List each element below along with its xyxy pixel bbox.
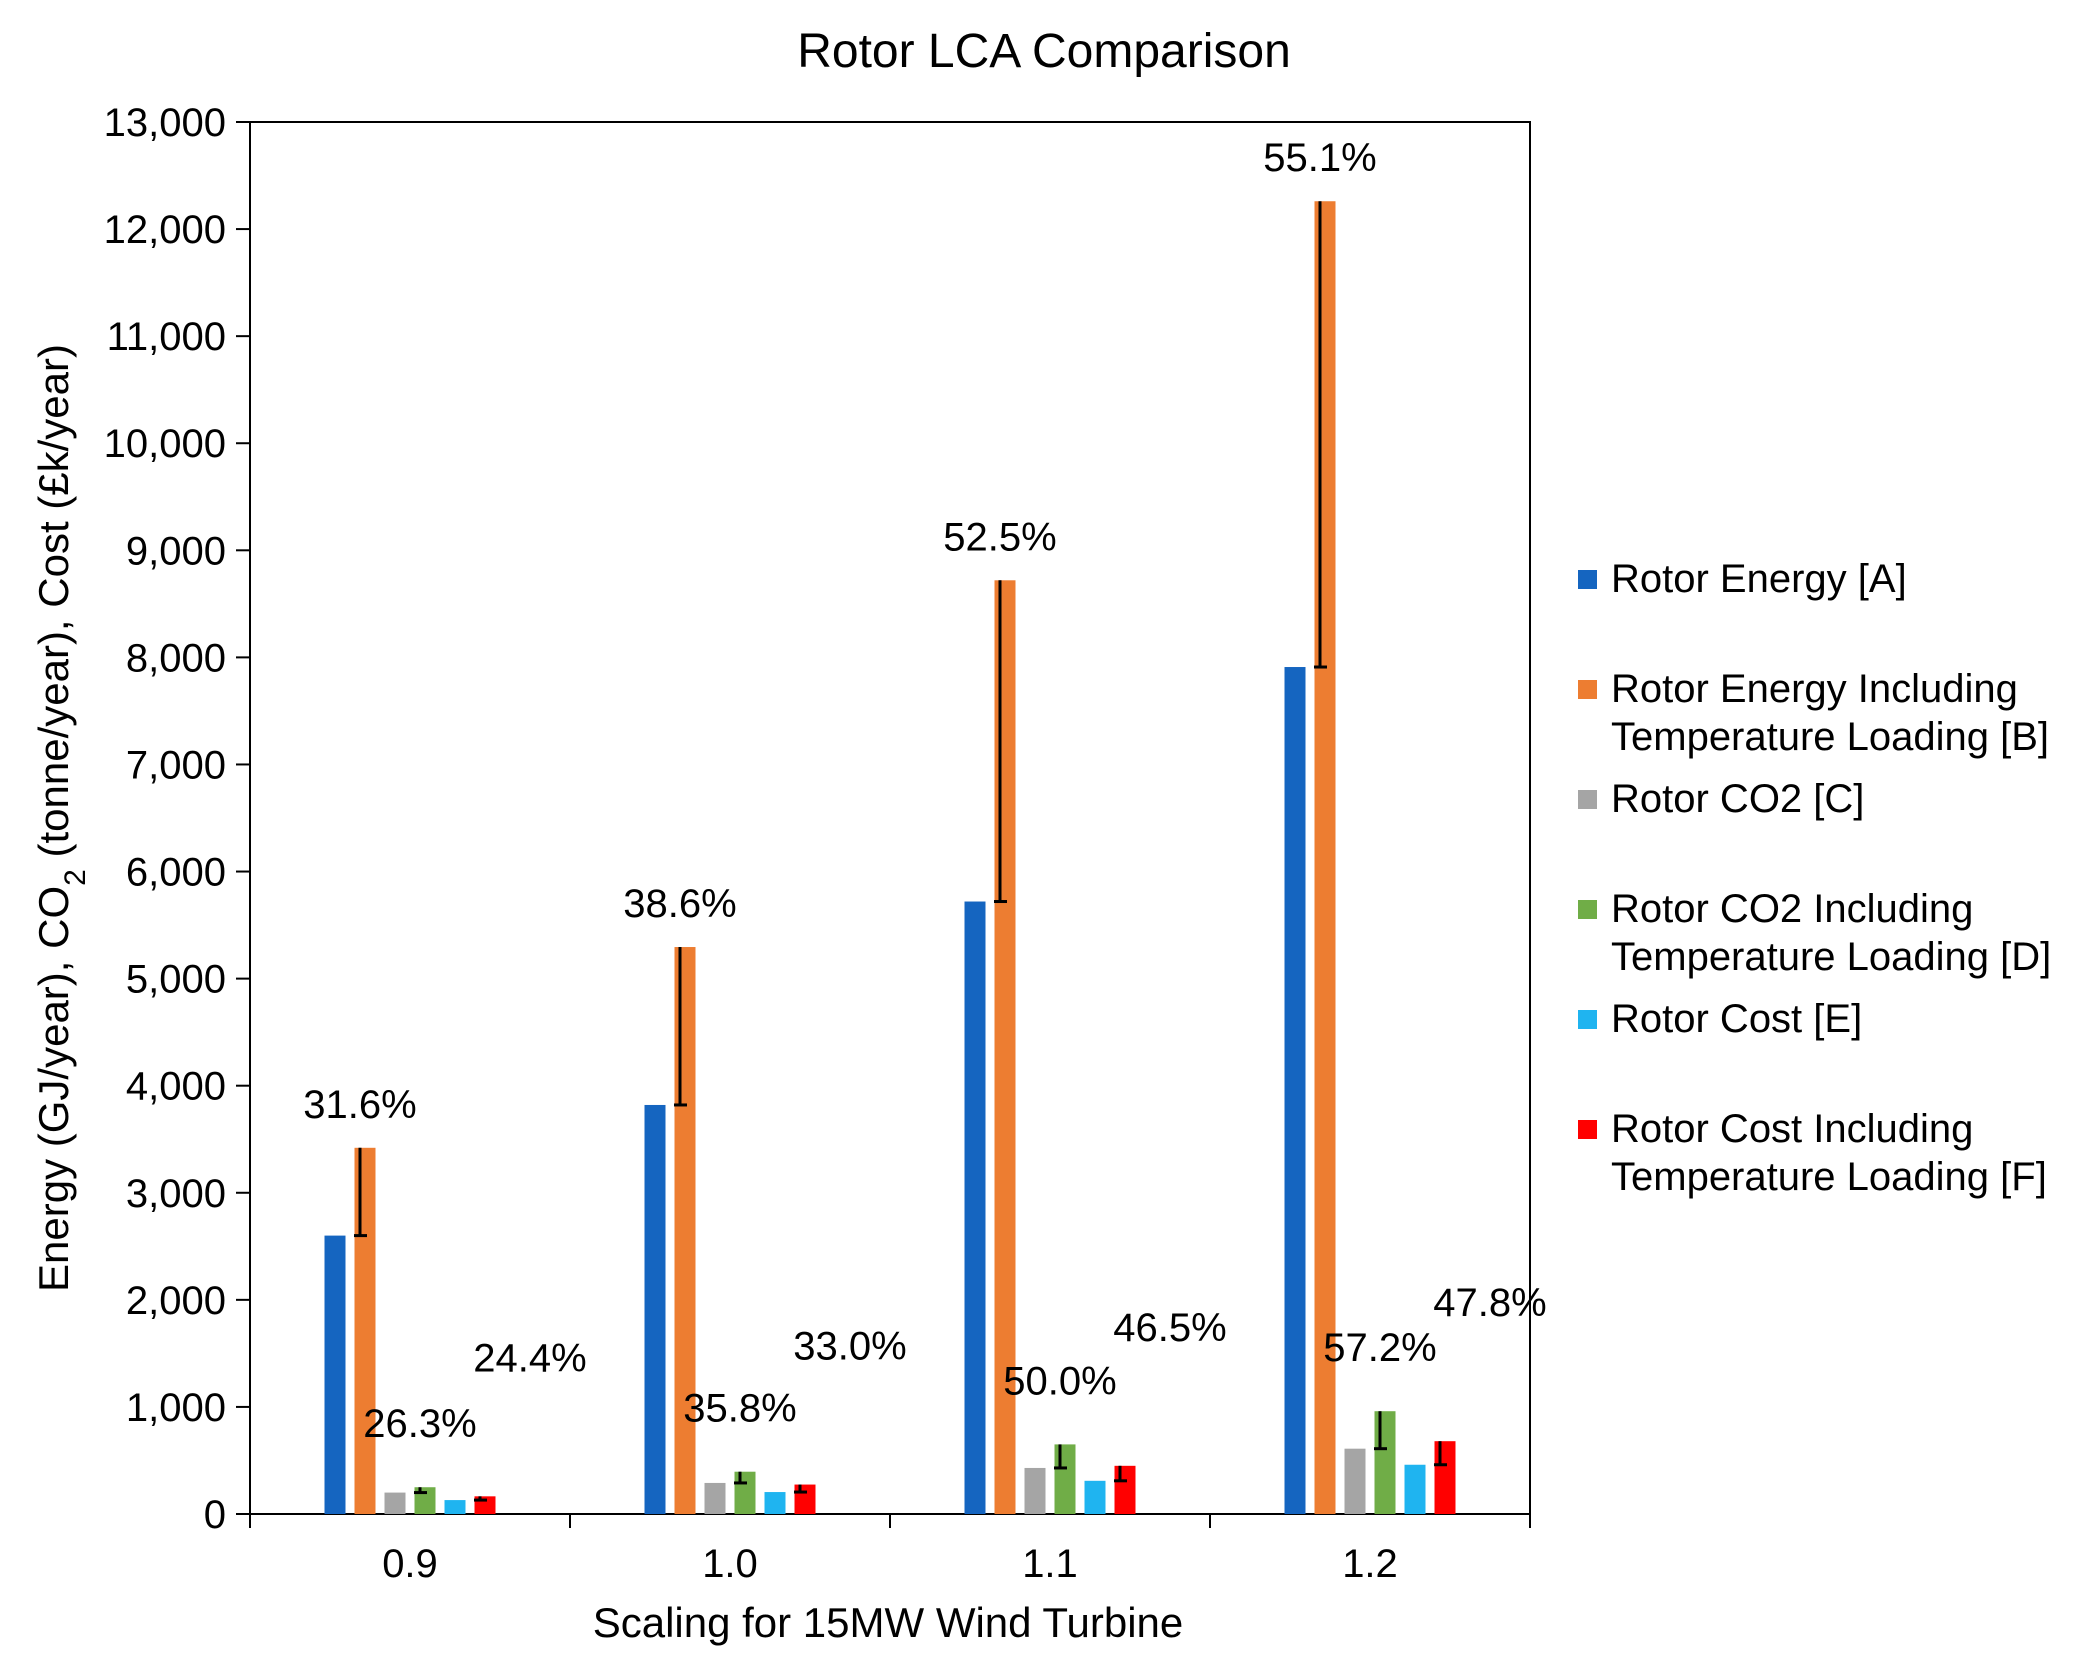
legend-label-rotor-co2-c: Rotor CO2 [C] bbox=[1611, 777, 1864, 821]
annotations: 31.6% 26.3% 24.4% 38.6% 35.8% 33.0% 52.5% 50.0%… bbox=[303, 136, 1547, 1502]
y-axis-title: Energy (GJ/year), CO2 (tonne/year), Cost… bbox=[30, 344, 92, 1292]
percent-label-cost-1.2: 47.8% bbox=[1433, 1281, 1546, 1325]
y-axis-title-subscript: 2 bbox=[59, 869, 92, 886]
bar-rotor-energy-a-1.2 bbox=[1284, 667, 1306, 1514]
y-tick-label: 2,000 bbox=[126, 1279, 226, 1323]
x-tick-label: 1.0 bbox=[702, 1542, 758, 1586]
percent-label-energy-1.0: 38.6% bbox=[623, 882, 736, 926]
y-axis-title-part-1: Energy (GJ/year), CO bbox=[30, 886, 77, 1292]
percent-label-cost-1.0: 33.0% bbox=[793, 1325, 906, 1369]
bar-rotor-cost-e-0.9 bbox=[444, 1500, 466, 1514]
legend-label-rotor-cost-including-temperature-loading-f: Temperature Loading [F] bbox=[1611, 1155, 2047, 1199]
x-axis-title: Scaling for 15MW Wind Turbine bbox=[593, 1599, 1184, 1646]
y-tick-label: 9,000 bbox=[126, 529, 226, 573]
percent-label-cost-0.9: 24.4% bbox=[473, 1336, 586, 1380]
y-tick-label: 11,000 bbox=[107, 315, 226, 359]
y-tick-label: 5,000 bbox=[126, 958, 226, 1002]
y-tick-label: 7,000 bbox=[126, 743, 226, 787]
y-tick-label: 3,000 bbox=[126, 1172, 226, 1216]
bar-rotor-cost-e-1.0 bbox=[764, 1492, 786, 1514]
bar-rotor-co2-including-temperature-loading-d-1.0 bbox=[734, 1471, 756, 1514]
legend-label-rotor-cost-including-temperature-loading-f: Rotor Cost Including bbox=[1611, 1107, 1973, 1151]
bar-rotor-co2-including-temperature-loading-d-1.1 bbox=[1054, 1444, 1076, 1514]
bar-rotor-energy-a-0.9 bbox=[324, 1235, 346, 1514]
legend-label-rotor-cost-e: Rotor Cost [E] bbox=[1611, 997, 1862, 1041]
percent-label-energy-1.2: 55.1% bbox=[1263, 136, 1376, 180]
legend-label-rotor-co2-including-temperature-loading-d: Temperature Loading [D] bbox=[1611, 935, 2051, 979]
x-tick-label: 1.2 bbox=[1342, 1542, 1398, 1586]
legend-swatch-rotor-co2-c bbox=[1578, 790, 1597, 809]
legend-label-rotor-co2-including-temperature-loading-d: Rotor CO2 Including bbox=[1611, 887, 1973, 931]
bar-rotor-energy-a-1.0 bbox=[644, 1104, 666, 1514]
y-tick-label: 8,000 bbox=[126, 636, 226, 680]
bar-rotor-co2-c-1.2 bbox=[1344, 1448, 1366, 1514]
bar-rotor-co2-c-1.0 bbox=[704, 1482, 726, 1514]
percent-label-cost-1.1: 46.5% bbox=[1113, 1306, 1226, 1350]
y-axis-title-part-2: (tonne/year), Cost (£k/year) bbox=[30, 344, 77, 869]
bar-rotor-cost-e-1.2 bbox=[1404, 1464, 1426, 1514]
chart-title: Rotor LCA Comparison bbox=[797, 25, 1291, 78]
bar-rotor-cost-e-1.1 bbox=[1084, 1480, 1106, 1514]
y-tick-label: 13,000 bbox=[104, 101, 226, 145]
legend-swatch-rotor-cost-e bbox=[1578, 1010, 1597, 1029]
percent-label-energy-1.1: 52.5% bbox=[943, 515, 1056, 559]
y-tick-label: 4,000 bbox=[126, 1065, 226, 1109]
legend: Rotor Energy [A]Rotor Energy IncludingTe… bbox=[1578, 557, 2051, 1199]
x-axis: 0.9 1.0 1.1 1.2 bbox=[249, 1514, 1531, 1586]
legend-label-rotor-energy-including-temperature-loading-b: Temperature Loading [B] bbox=[1611, 715, 2049, 759]
plot-frame bbox=[249, 121, 1531, 1515]
bar-rotor-co2-c-1.1 bbox=[1024, 1467, 1046, 1514]
x-tick-label: 1.1 bbox=[1022, 1542, 1078, 1586]
legend-swatch-rotor-energy-a bbox=[1578, 570, 1597, 589]
percent-label-co2-1.2: 57.2% bbox=[1323, 1326, 1436, 1370]
percent-label-co2-0.9: 26.3% bbox=[363, 1402, 476, 1446]
y-axis: 0 1,000 2,000 3,000 4,000 5,000 6,000 7,000 8,00… bbox=[104, 101, 250, 1537]
bar-rotor-energy-including-temperature-loading-b-1.2 bbox=[1314, 201, 1336, 1514]
plot-area bbox=[249, 121, 1531, 1515]
bar-rotor-cost-including-temperature-loading-f-1.1 bbox=[1114, 1465, 1136, 1514]
bar-rotor-co2-including-temperature-loading-d-1.2 bbox=[1374, 1411, 1396, 1514]
y-tick-label: 6,000 bbox=[126, 851, 226, 895]
bar-rotor-cost-including-temperature-loading-f-1.0 bbox=[794, 1484, 816, 1514]
y-tick-label: 0 bbox=[204, 1493, 226, 1537]
bar-rotor-energy-including-temperature-loading-b-0.9 bbox=[354, 1147, 376, 1514]
legend-swatch-rotor-co2-including-temperature-loading-d bbox=[1578, 900, 1597, 919]
y-tick-label: 10,000 bbox=[104, 422, 226, 466]
x-tick-label: 0.9 bbox=[382, 1542, 438, 1586]
y-tick-label: 12,000 bbox=[104, 208, 226, 252]
bars bbox=[324, 201, 1456, 1514]
percent-label-co2-1.0: 35.8% bbox=[683, 1387, 796, 1431]
bar-rotor-co2-c-0.9 bbox=[384, 1492, 406, 1514]
legend-swatch-rotor-energy-including-temperature-loading-b bbox=[1578, 680, 1597, 699]
legend-label-rotor-energy-including-temperature-loading-b: Rotor Energy Including bbox=[1611, 667, 2018, 711]
legend-label-rotor-energy-a: Rotor Energy [A] bbox=[1611, 557, 1907, 601]
bar-rotor-energy-a-1.1 bbox=[964, 901, 986, 1514]
bar-rotor-cost-including-temperature-loading-f-1.2 bbox=[1434, 1441, 1456, 1514]
percent-label-co2-1.1: 50.0% bbox=[1003, 1359, 1116, 1403]
percent-label-energy-0.9: 31.6% bbox=[303, 1083, 416, 1127]
y-tick-label: 1,000 bbox=[126, 1386, 226, 1430]
legend-swatch-rotor-cost-including-temperature-loading-f bbox=[1578, 1120, 1597, 1139]
